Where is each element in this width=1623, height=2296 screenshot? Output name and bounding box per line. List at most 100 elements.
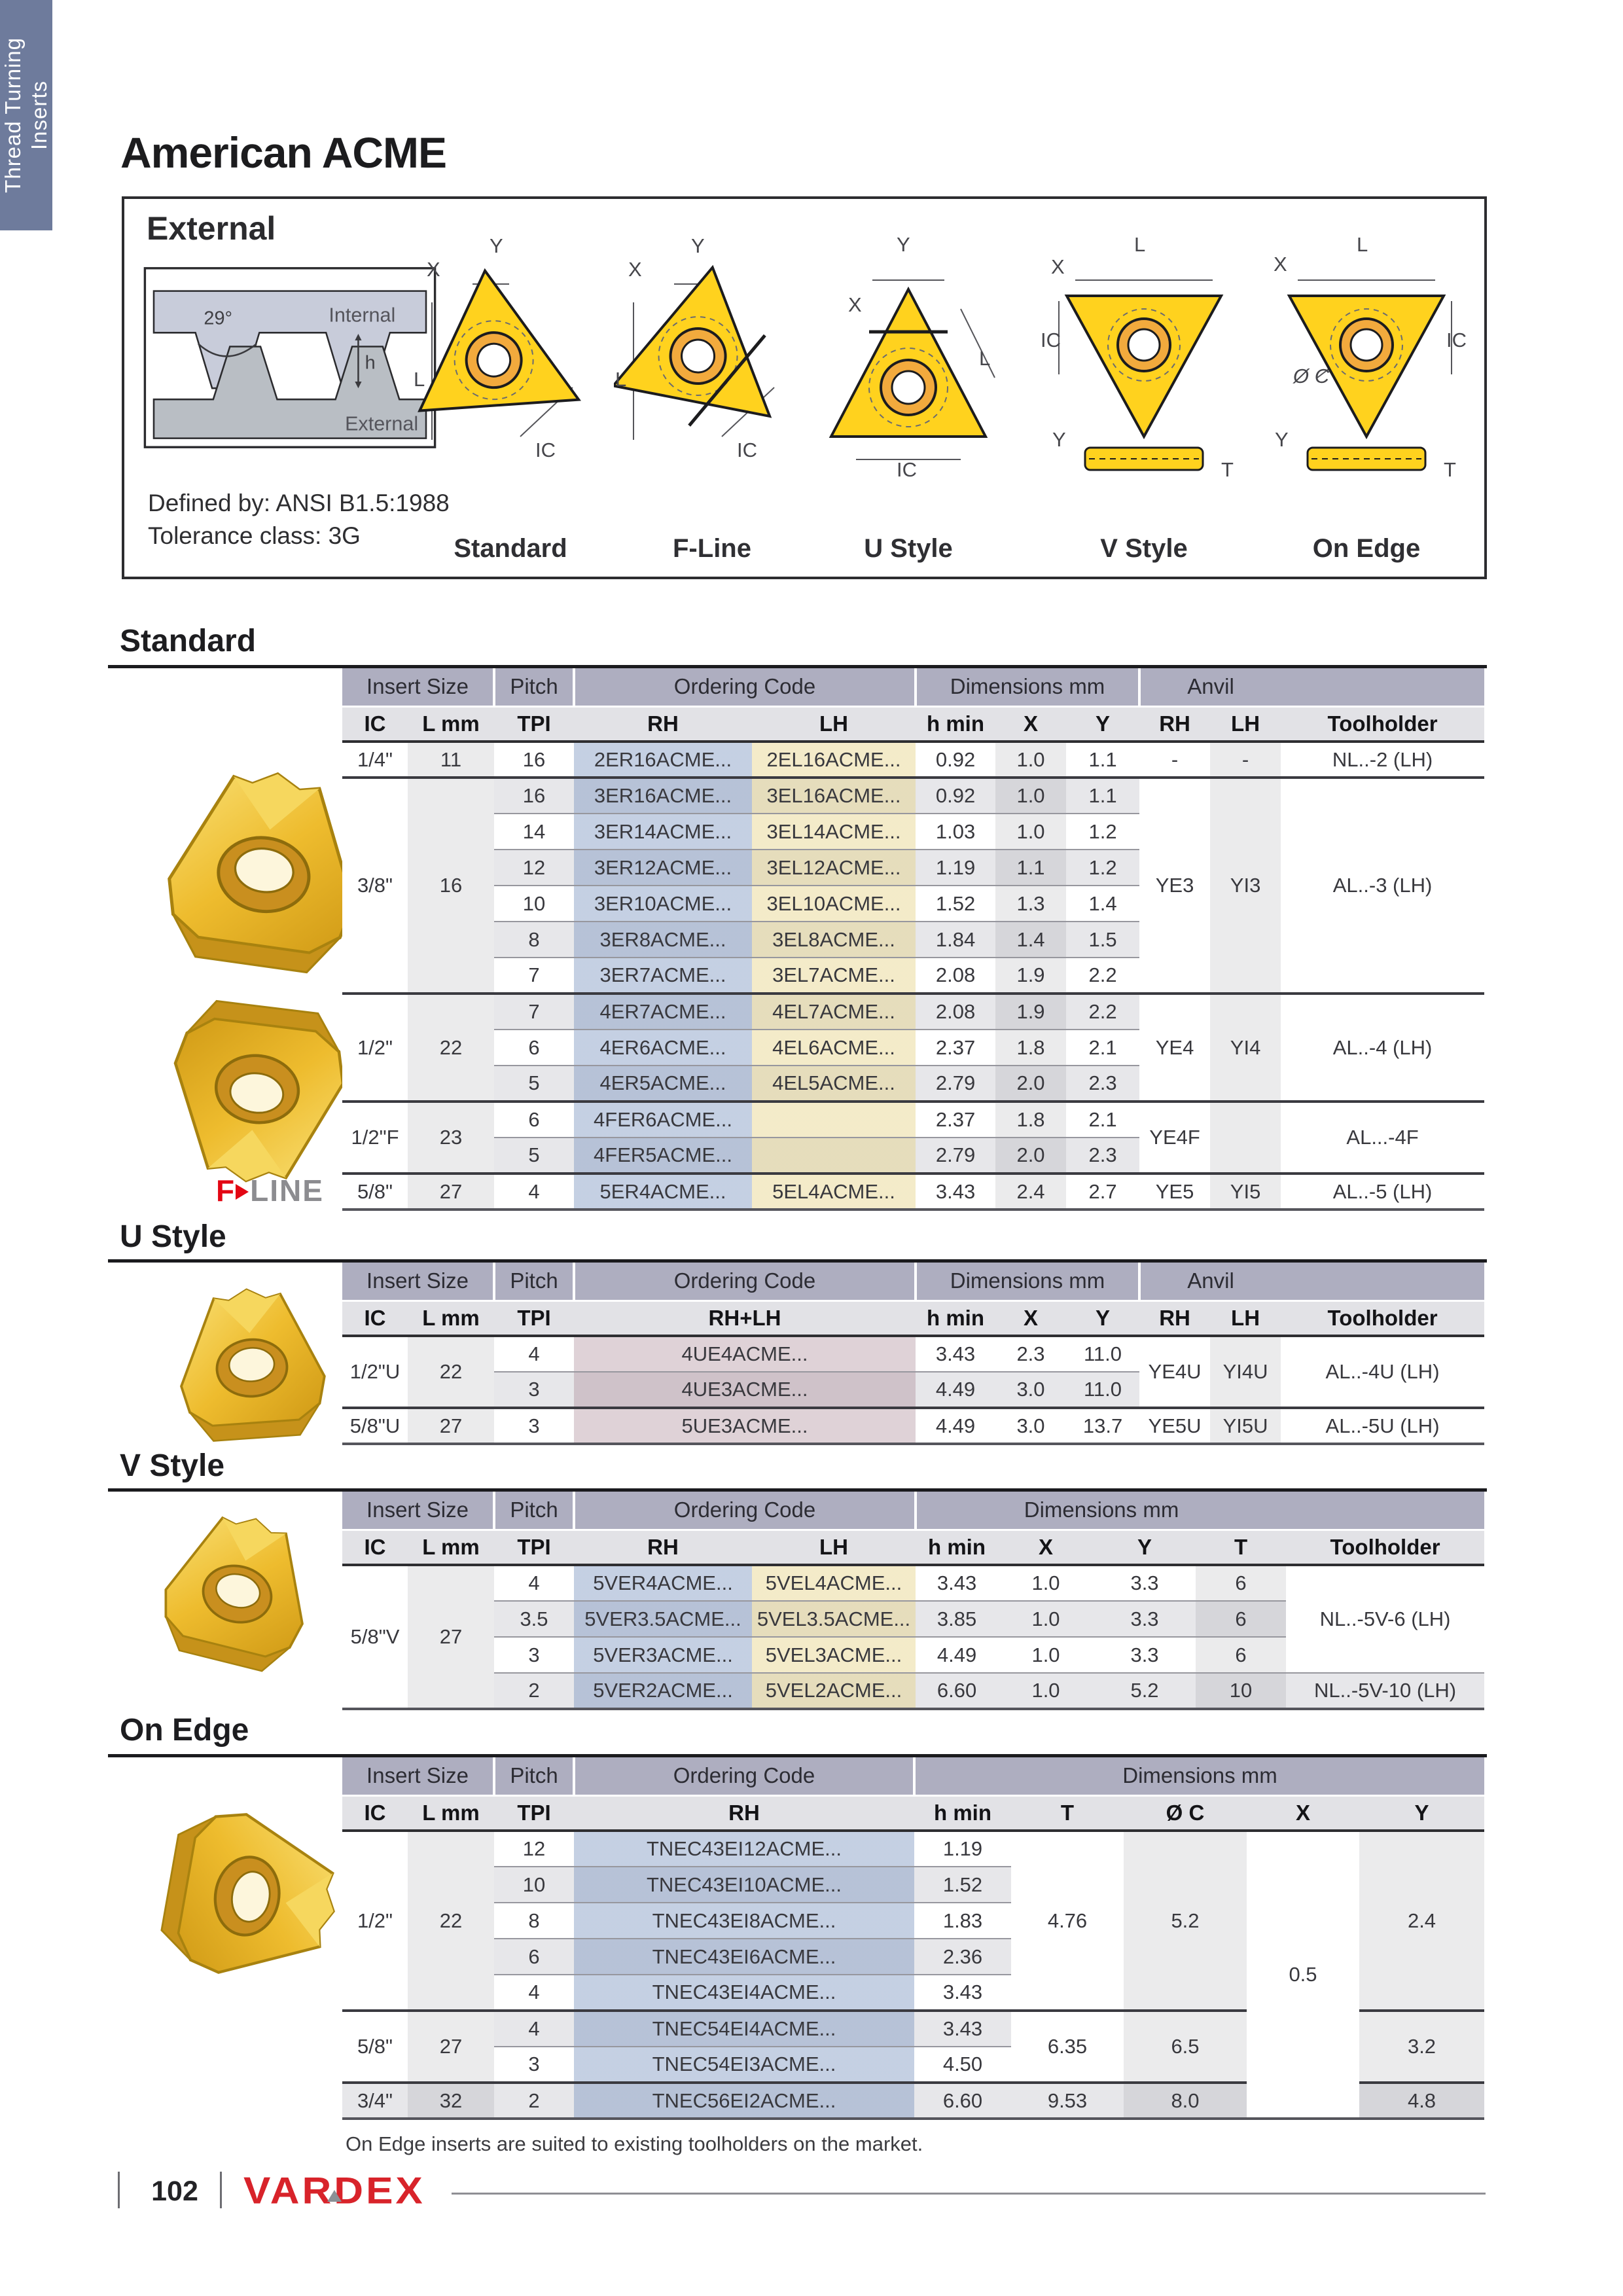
group-header: Ordering Code [573,1263,916,1302]
col-header-y: Y [1094,1530,1196,1566]
cell-lh: 3EL12ACME... [752,849,916,886]
group-header-blank [1281,1263,1485,1302]
cell-rh: 3ER8ACME... [574,921,752,958]
cell-hmin: 3.43 [916,1336,995,1372]
dim-label: Ø C [1293,365,1330,387]
sub-header-row: IC L mm TPI RH LH h min X Y RH LH Toolho… [342,706,1485,743]
cell-tpi: 16 [494,742,574,778]
col-header-lmm: L mm [408,1530,494,1566]
cell-tpi: 12 [494,849,574,886]
cell-hmin: 3.43 [916,1172,996,1210]
col-header-hmin: h min [914,1795,1011,1832]
cell-hmin: 3.85 [916,1600,999,1637]
fline-arrow-icon [236,1184,249,1200]
cell-th: AL..-3 (LH) [1281,776,1485,994]
table-row: 8 3ER8ACME... 3EL8ACME... 1.84 1.4 1.5 [342,921,1484,958]
cell-hmin: 2.37 [916,1100,996,1138]
external-label: External [147,210,276,247]
cell-tpi: 7 [494,992,574,1030]
group-header: Anvil [1138,668,1281,708]
on-edge-note: On Edge inserts are suited to existing t… [346,2132,923,2155]
cell-x: 1.0 [998,1600,1094,1637]
cell-hmin: 2.36 [914,1938,1011,1975]
table-row: 4 TNEC43EI4ACME... 3.43 [342,1974,1484,2011]
dim-label: T [1221,458,1234,481]
cell-x: 1.1 [995,849,1067,886]
col-header-hmin: h min [916,706,996,743]
cell-t: 10 [1196,1672,1287,1709]
col-header-rh: RH [574,706,752,743]
cell-tpi: 2 [494,1672,574,1709]
section-title-standard: Standard [120,624,257,658]
section-rule [108,1488,1487,1492]
cell-lha [1210,1100,1281,1174]
cell-rh: 5VER3ACME... [574,1636,752,1673]
cell-y: 2.2 [1066,992,1140,1030]
col-header-lh: LH [752,1530,916,1566]
figure-caption: U Style [864,534,953,563]
col-header-lmm: L mm [408,706,494,743]
table-row: 3 5VER3ACME... 5VEL3ACME... 4.49 1.0 3.3 6 [342,1636,1484,1673]
tab-line1: Thread Turning [1,37,25,193]
table-row: 5 4FER5ACME... 2.79 2.0 2.3 [342,1137,1484,1174]
col-header-anvil-rh: RH [1139,706,1211,743]
cell-rha: YE5 [1139,1172,1211,1210]
cell-hmin: 4.49 [916,1371,995,1408]
group-header-row: Insert Size Pitch Ordering Code Dimensio… [342,1757,1485,1797]
sub-header-row: IC L mm TPI RH+LH h min X Y RH LH Toolho… [342,1300,1485,1337]
table-row: 6 TNEC43EI6ACME... 2.36 [342,1938,1484,1975]
thread-turning-tab: Thread Turning Inserts [0,0,52,230]
cell-rh: 3ER7ACME... [574,957,752,994]
dim-label: Y [897,233,910,256]
dim-label: X [848,293,862,316]
section-rule [108,665,1487,668]
cell-lh: 5VEL3.5ACME... [752,1600,916,1637]
cell-tpi: 6 [494,1029,574,1066]
tolerance-text: Tolerance class: 3G [148,522,361,549]
tab-line2: Inserts [27,80,51,151]
cell-tpi: 16 [494,776,574,814]
cell-hmin: 3.43 [914,1974,1011,2011]
col-header-x: X [995,706,1067,743]
group-header: Dimensions mm [914,1492,1287,1531]
standard-definition: Defined by: ANSI B1.5:1988 Tolerance cla… [148,487,450,552]
cell-rh: 5VER4ACME... [574,1565,752,1601]
vstyle-insert-diagram [1058,279,1224,471]
cell-y: 3.2 [1359,2009,1485,2083]
col-header-toolholder: Toolholder [1281,706,1485,743]
col-header-lmm: L mm [408,1300,494,1337]
cell-hmin: 2.08 [916,957,996,994]
cell-hmin: 4.50 [914,2046,1011,2083]
cell-hmin: 1.19 [914,1831,1011,1867]
cell-x: 1.0 [998,1636,1094,1673]
table-row: 3.5 5VER3.5ACME... 5VEL3.5ACME... 3.85 1.0 3.… [342,1600,1484,1637]
col-header-rhlh: RH+LH [574,1300,916,1337]
cell-y: 1.2 [1066,849,1140,886]
col-header-t: T [1196,1530,1287,1566]
standard-table: Insert Size Pitch Ordering Code Dimensio… [342,668,1485,1211]
table-row: 7 3ER7ACME... 3EL7ACME... 2.08 1.9 2.2 [342,957,1484,994]
dim-label: L [1134,233,1146,256]
col-header-y: Y [1066,1300,1140,1337]
section-title-vstyle: V Style [120,1448,225,1483]
footer-divider [118,2172,120,2208]
cell-lha: YI5U [1210,1407,1281,1444]
cell-ic: 1/2"U [342,1336,408,1408]
dim-label: X [1051,255,1065,278]
cell-tpi: 2 [494,2081,574,2119]
cell-rh: 5VER3.5ACME... [574,1600,752,1637]
cell-tpi: 3.5 [494,1600,574,1637]
table-row: 5/8"V 27 4 5VER4ACME... 5VEL4ACME... 3.43 1.0 3… [342,1565,1485,1709]
col-header-tpi: TPI [494,1530,574,1566]
cell-hmin: 4.49 [916,1407,995,1444]
cell-t: 6 [1196,1565,1287,1601]
cell-hmin: 3.43 [914,2009,1011,2047]
group-header: Dimensions mm [912,1757,1485,1797]
table-row: 5/8" 27 4 5ER4ACME... 5EL4ACME... 3.43 2.4 2.7 Y… [342,1172,1485,1210]
col-header-ic: IC [342,1530,408,1566]
cell-lha: YI5 [1210,1172,1281,1210]
cell-rhlh: 5UE3ACME... [574,1407,916,1444]
dim-label: IC [897,458,917,481]
cell-hmin: 4.49 [916,1636,999,1673]
cell-rh: TNEC43EI4ACME... [574,1974,914,2011]
